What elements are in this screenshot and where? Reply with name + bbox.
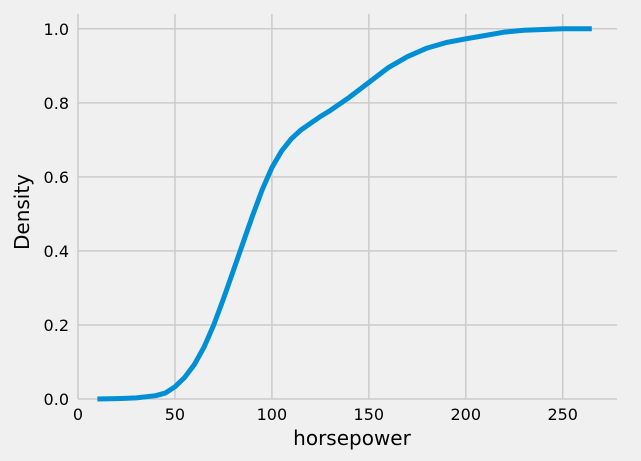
x-tick-label: 200 — [450, 405, 481, 424]
x-axis-label: horsepower — [293, 426, 411, 450]
y-tick-label: 0.2 — [44, 316, 69, 335]
y-tick-label: 0.6 — [44, 168, 69, 187]
x-tick-label: 250 — [547, 405, 578, 424]
y-tick-label: 0.8 — [44, 94, 69, 113]
x-tick-label: 100 — [257, 405, 288, 424]
y-tick-label: 0.4 — [44, 242, 69, 261]
y-tick-label: 1.0 — [44, 20, 69, 39]
density-line — [97, 26, 592, 402]
x-tick-label: 150 — [354, 405, 385, 424]
grid-lines — [77, 14, 617, 400]
y-tick-label: 0.0 — [44, 390, 69, 409]
x-tick-label: 0 — [73, 405, 83, 424]
x-tick-label: 50 — [165, 405, 185, 424]
tick-labels: 0 50 100 150 200 250 0.0 0.2 0.4 0.6 0.8 1.0 — [44, 20, 578, 424]
series-lines — [97, 26, 592, 402]
y-axis-label: Density — [10, 174, 34, 250]
